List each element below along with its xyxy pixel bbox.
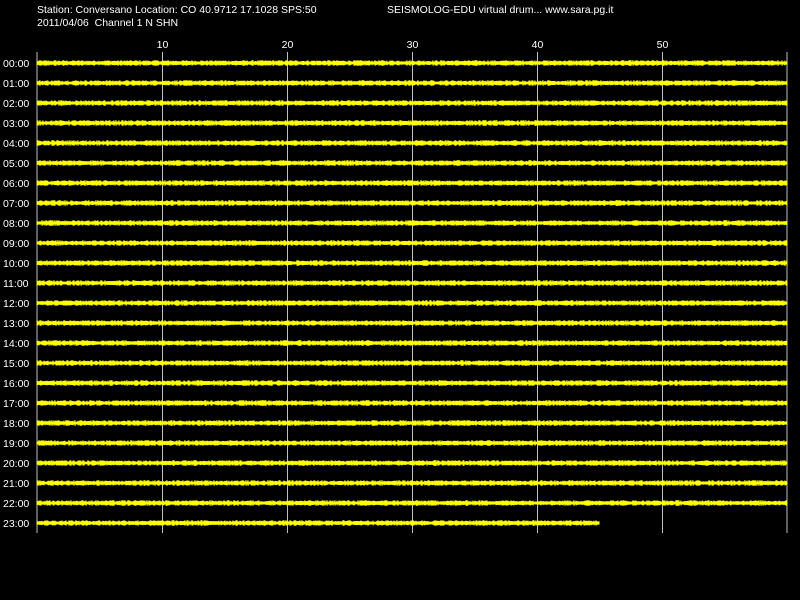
trace-row-1500 xyxy=(36,360,788,366)
hour-label: 08:00 xyxy=(3,218,29,230)
hour-label: 02:00 xyxy=(3,98,29,110)
trace-row-1800 xyxy=(36,420,788,426)
hour-label: 13:00 xyxy=(3,318,29,330)
trace-row-0300 xyxy=(36,120,788,126)
hour-label: 14:00 xyxy=(3,338,29,350)
minute-ticks: 10 20 30 40 50 xyxy=(157,39,669,51)
trace-row-1200 xyxy=(36,300,788,306)
hour-label: 04:00 xyxy=(3,138,29,150)
trace-row-2300 xyxy=(36,520,600,526)
hour-label: 06:00 xyxy=(3,178,29,190)
hour-label: 17:00 xyxy=(3,398,29,410)
minute-tick-label: 30 xyxy=(407,39,419,51)
hour-label: 10:00 xyxy=(3,258,29,270)
hour-label: 19:00 xyxy=(3,438,29,450)
hour-label: 20:00 xyxy=(3,458,29,470)
trace-row-0900 xyxy=(36,240,788,246)
trace-row-1100 xyxy=(36,280,788,286)
minute-tick-label: 20 xyxy=(282,39,294,51)
hour-label: 12:00 xyxy=(3,298,29,310)
trace-row-0500 xyxy=(36,160,788,166)
minute-tick-label: 10 xyxy=(157,39,169,51)
minute-tick-label: 40 xyxy=(532,39,544,51)
trace-row-0700 xyxy=(36,200,788,206)
hour-label: 15:00 xyxy=(3,358,29,370)
hour-label: 21:00 xyxy=(3,478,29,490)
hour-labels: 00:00 01:00 02:00 03:00 04:00 05:00 06:00 07:00… xyxy=(3,58,29,530)
drum-grid xyxy=(36,52,788,533)
trace-row-0000 xyxy=(36,60,788,66)
hour-label: 22:00 xyxy=(3,498,29,510)
trace-row-1000 xyxy=(36,260,788,266)
trace-row-1600 xyxy=(36,380,788,386)
trace-row-2000 xyxy=(36,460,788,466)
hour-label: 18:00 xyxy=(3,418,29,430)
trace-row-0200 xyxy=(36,100,788,106)
app-title: SEISMOLOG-EDU virtual drum... www.sara.p… xyxy=(387,4,614,16)
trace-row-2100 xyxy=(36,480,788,486)
trace-row-1400 xyxy=(36,340,788,346)
trace-row-1900 xyxy=(36,440,788,446)
trace-row-0100 xyxy=(36,80,788,86)
hour-label: 00:00 xyxy=(3,58,29,70)
station-info: Station: Conversano Location: CO 40.9712… xyxy=(37,4,317,16)
hour-label: 03:00 xyxy=(3,118,29,130)
hour-label: 05:00 xyxy=(3,158,29,170)
hour-label: 01:00 xyxy=(3,78,29,90)
hour-label: 23:00 xyxy=(3,518,29,530)
date-channel-info: 2011/04/06 Channel 1 N SHN xyxy=(37,17,179,29)
trace-row-0600 xyxy=(36,180,788,186)
trace-row-1700 xyxy=(36,400,788,406)
trace-row-0800 xyxy=(36,220,788,226)
hour-label: 11:00 xyxy=(3,278,29,290)
trace-row-1300 xyxy=(36,320,788,326)
hour-label: 16:00 xyxy=(3,378,29,390)
seismic-traces xyxy=(36,60,788,526)
trace-row-2200 xyxy=(36,500,788,506)
minute-tick-label: 50 xyxy=(657,39,669,51)
hour-label: 09:00 xyxy=(3,238,29,250)
trace-row-0400 xyxy=(36,140,788,146)
hour-label: 07:00 xyxy=(3,198,29,210)
